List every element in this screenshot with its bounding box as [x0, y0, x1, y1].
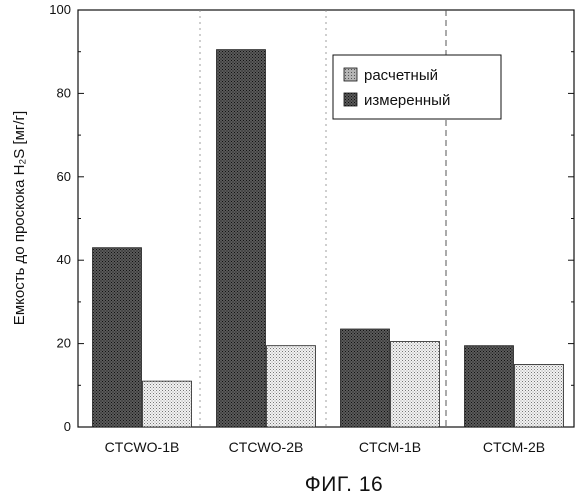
- legend-label-calc: расчетный: [364, 67, 438, 84]
- bar-measured: [217, 50, 266, 427]
- bar-calculated: [515, 364, 564, 427]
- x-axis: CTCWO-1B CTCWO-2B CTCM-1B CTCM-2B: [105, 439, 545, 455]
- x-tick-label: CTCWO-1B: [105, 439, 180, 455]
- x-tick-label: CTCM-1B: [359, 439, 421, 455]
- y-tick-label: 20: [57, 336, 71, 351]
- y-tick-label: 100: [49, 2, 71, 17]
- bar-calculated: [143, 381, 192, 427]
- legend-box: [333, 55, 501, 119]
- bar-calculated: [391, 342, 440, 427]
- bar-measured: [341, 329, 390, 427]
- legend: расчетный измеренный: [333, 55, 501, 119]
- bar-measured: [465, 346, 514, 427]
- y-axis-label: Емкость до проскока H₂S [мг/г]: [11, 111, 28, 325]
- x-tick-label: CTCWO-2B: [229, 439, 304, 455]
- y-tick-label: 60: [57, 169, 71, 184]
- y-tick-label: 80: [57, 85, 71, 100]
- x-tick-label: CTCM-2B: [483, 439, 545, 455]
- legend-swatch-measured: [344, 93, 357, 106]
- legend-swatch-calc: [344, 68, 357, 81]
- bar-calculated: [267, 346, 316, 427]
- bar-measured: [93, 248, 142, 427]
- legend-label-measured: измеренный: [364, 92, 450, 109]
- figure-caption: ФИГ. 16: [305, 473, 383, 496]
- y-tick-label: 0: [64, 419, 71, 434]
- y-tick-label: 40: [57, 252, 71, 267]
